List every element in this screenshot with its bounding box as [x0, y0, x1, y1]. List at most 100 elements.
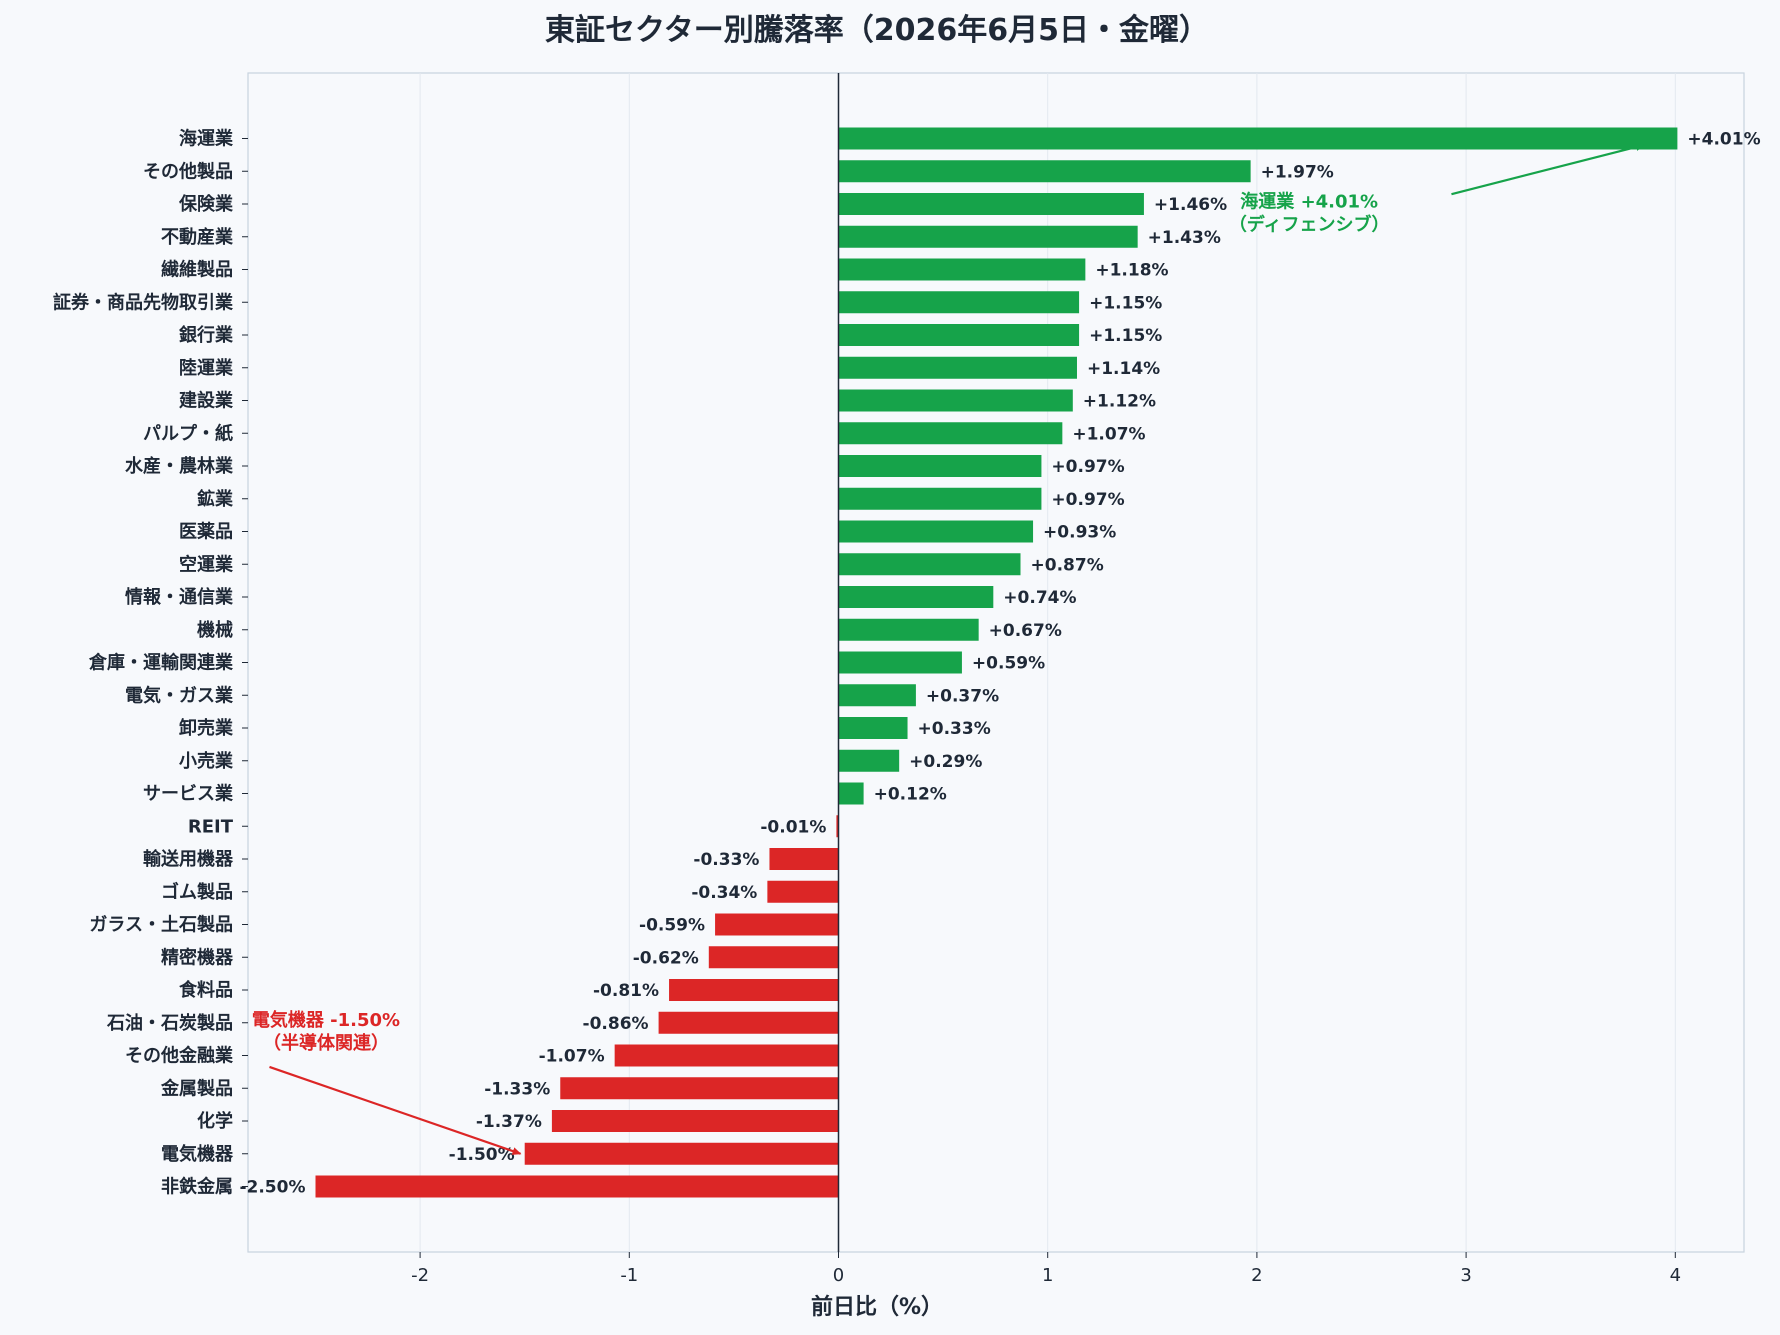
bar [838, 749, 900, 772]
value-label: +4.01% [1687, 130, 1760, 150]
annotation-text: 海運業 +4.01% [1240, 190, 1378, 212]
annotation-text: （ディフェンシブ） [1229, 213, 1390, 235]
bar [715, 913, 839, 936]
category-label: その他製品 [143, 160, 233, 182]
value-label: +1.14% [1087, 359, 1160, 379]
category-label: その他金融業 [125, 1045, 234, 1067]
value-label: +0.12% [874, 785, 947, 805]
value-labels: +4.01% +1.97% +1.46% +1.43% +1.18% +1.15% +1.1… [239, 130, 1760, 1198]
category-label: 卸売業 [179, 717, 234, 739]
x-tick-label: -1 [620, 1265, 638, 1286]
bar [838, 684, 916, 707]
bar [838, 782, 864, 805]
value-label: +0.97% [1051, 490, 1124, 510]
value-label: +1.12% [1083, 392, 1156, 412]
bar [836, 815, 839, 838]
bar [669, 979, 839, 1001]
x-tick-label: 0 [833, 1265, 844, 1286]
category-label: 鉱業 [197, 488, 234, 510]
category-label: 銀行業 [179, 324, 234, 346]
category-label: 証券・商品先物取引業 [53, 291, 234, 313]
value-label: +0.87% [1031, 555, 1104, 575]
category-label: 建設業 [179, 390, 234, 412]
x-tick-label: 4 [1670, 1265, 1681, 1286]
x-tick-label: 3 [1460, 1265, 1471, 1286]
value-label: +1.43% [1148, 228, 1221, 248]
value-label: -1.33% [484, 1079, 550, 1099]
value-label: -1.37% [476, 1112, 542, 1132]
bar [838, 618, 979, 641]
bar [838, 553, 1021, 576]
chart-title: 東証セクター別騰落率（2026年6月5日・金曜） [545, 13, 1209, 48]
value-label: +0.93% [1043, 523, 1116, 543]
value-label: +0.97% [1051, 457, 1124, 477]
bar [838, 586, 994, 608]
category-label: 倉庫・運輸関連業 [88, 652, 234, 674]
category-label: 空運業 [179, 553, 234, 575]
value-label: +0.37% [926, 686, 999, 706]
bar [315, 1175, 839, 1198]
category-label: 情報・通信業 [125, 586, 234, 608]
value-label: +1.46% [1154, 195, 1227, 215]
bar [838, 225, 1138, 248]
category-label: 輸送用機器 [143, 848, 234, 870]
x-ticks: -2 -1 0 1 2 3 4 [411, 1252, 1681, 1286]
bar [767, 880, 839, 903]
bar [838, 487, 1042, 510]
category-label: 医薬品 [179, 522, 233, 543]
category-label: REIT [188, 816, 234, 837]
bar [838, 389, 1073, 412]
category-label: パルプ・紙 [143, 422, 233, 444]
category-label: 化学 [197, 1110, 233, 1132]
value-label: +1.15% [1089, 326, 1162, 346]
bar [838, 324, 1080, 346]
bar [838, 193, 1144, 215]
bar [838, 291, 1080, 314]
value-label: +0.29% [909, 752, 982, 772]
category-label: 電気機器 [161, 1143, 234, 1165]
bar [658, 1011, 839, 1034]
category-label: ゴム製品 [161, 881, 233, 903]
category-label: 小売業 [179, 750, 234, 772]
bar [838, 651, 962, 674]
x-axis-label: 前日比（%） [811, 1294, 943, 1320]
category-label: 不動産業 [161, 226, 234, 248]
bar [560, 1077, 839, 1100]
bar [838, 160, 1251, 183]
x-tick-label: 2 [1251, 1265, 1262, 1286]
value-label: +1.97% [1261, 162, 1334, 182]
value-label: -0.62% [633, 948, 699, 968]
value-label: +1.15% [1089, 293, 1162, 313]
bar [838, 455, 1042, 477]
value-label: -2.50% [239, 1178, 305, 1198]
category-label: 繊維製品 [161, 259, 233, 281]
bar [838, 717, 908, 739]
category-label: 電気・ガス業 [125, 684, 234, 706]
category-label: 海運業 [179, 128, 234, 150]
category-label: ガラス・土石製品 [89, 915, 233, 936]
value-label: -0.33% [693, 850, 759, 870]
value-label: +1.07% [1072, 424, 1145, 444]
bar [524, 1142, 839, 1165]
category-labels: 海運業その他製品保険業不動産業繊維製品証券・商品先物取引業銀行業陸運業建設業パル… [53, 128, 248, 1198]
bars [315, 127, 1678, 1198]
x-tick-label: -2 [411, 1265, 429, 1286]
category-label: 食料品 [178, 979, 233, 1001]
value-label: +1.18% [1095, 261, 1168, 281]
category-label: 石油・石炭製品 [106, 1012, 233, 1034]
category-label: サービス業 [143, 783, 234, 805]
category-label: 非鉄金属 [161, 1176, 233, 1198]
value-label: -0.81% [593, 981, 659, 1001]
value-label: +0.74% [1003, 588, 1076, 608]
value-label: +0.33% [918, 719, 991, 739]
bar [769, 848, 839, 870]
value-label: -1.50% [449, 1145, 515, 1165]
value-label: -0.86% [583, 1014, 649, 1034]
bar [838, 258, 1086, 281]
bar [838, 520, 1034, 543]
value-label: +0.67% [989, 621, 1062, 641]
value-label: -0.59% [639, 916, 705, 936]
x-tick-label: 1 [1042, 1265, 1053, 1286]
bar [551, 1110, 839, 1132]
